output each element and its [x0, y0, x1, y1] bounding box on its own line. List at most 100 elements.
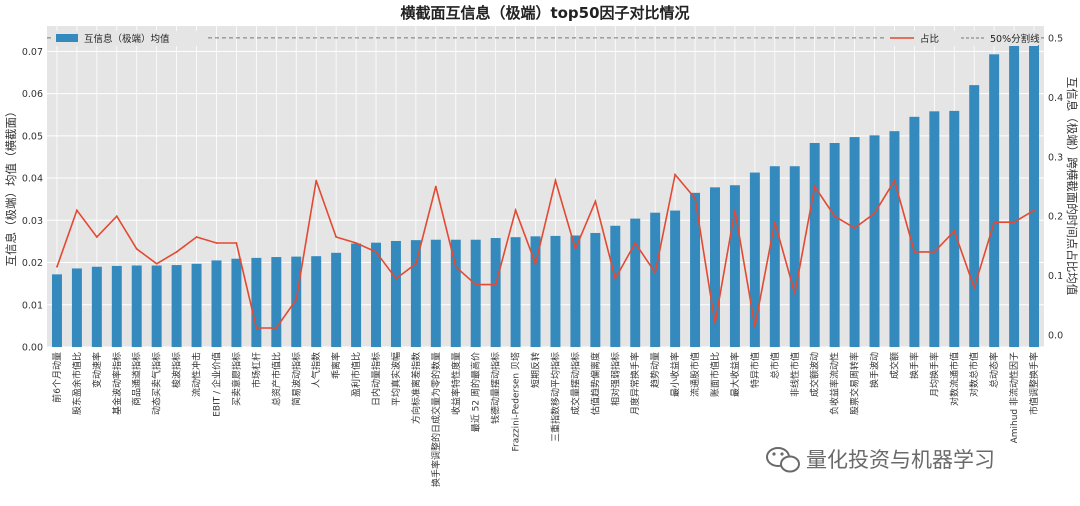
bar [550, 235, 561, 347]
bar [450, 239, 461, 347]
line-point [175, 250, 178, 253]
y-axis-label-left: 互信息（极端）均值（横截面） [4, 106, 18, 267]
line-point [494, 283, 497, 286]
bar [989, 54, 1000, 348]
bar [490, 238, 501, 347]
bar [849, 137, 860, 347]
line-point [56, 265, 58, 268]
bar [51, 274, 62, 347]
x-category-label: 盈利市值比 [350, 352, 362, 397]
bar [630, 218, 641, 347]
bar [191, 263, 202, 347]
bar [371, 242, 381, 347]
line-point [474, 283, 477, 286]
x-category-label: 趋势动量 [649, 352, 661, 388]
bar [769, 166, 780, 347]
line-point [634, 242, 637, 244]
x-category-label: Frazzini-Pedersen 贝塔 [510, 352, 522, 452]
bar [929, 111, 940, 347]
y-tick-left: 0.07 [22, 47, 43, 58]
x-category-label: 股东盈余市值比 [71, 352, 83, 415]
line-point [375, 250, 377, 253]
x-category-label: 市场杠杆 [250, 352, 262, 388]
line-point [355, 242, 357, 244]
y-tick-left: 0.04 [22, 174, 43, 185]
x-category-label: 月度异常换手率 [629, 352, 641, 415]
x-category-label: 短期反转 [530, 352, 542, 388]
x-category-label: 账面市值比 [709, 352, 721, 397]
line-point [853, 227, 856, 230]
x-category-label: 简易波动指标 [290, 352, 302, 406]
y-tick-right: 0.1 [1048, 271, 1063, 282]
x-category-label: 钱德动量摆动指标 [490, 352, 502, 424]
line-point [674, 173, 677, 176]
y-tick-right: 0.5 [1048, 33, 1063, 44]
y-tick-left: 0.05 [22, 131, 43, 142]
y-tick-right: 0.4 [1048, 93, 1063, 104]
line-point [414, 262, 417, 265]
bar [889, 131, 900, 347]
x-category-label: 估值趋势偏离度 [589, 352, 601, 415]
line-point [554, 179, 557, 182]
bar [829, 142, 840, 347]
chart-title: 横截面互信息（极端）top50因子对比情况 [400, 4, 689, 22]
bar [271, 257, 282, 347]
x-category-labels: 前6个月动量 股东盈余市值比 变动速率 基金波动率指标 商品通道指标 动态买卖气指标 梭波指… [51, 352, 1040, 487]
watermark: 量化投资与机器学习 [766, 447, 995, 473]
x-category-label: 股票交易周转率 [849, 352, 861, 415]
x-category-label: EBIT / 企业价值 [211, 352, 223, 417]
line-point [993, 221, 996, 224]
bar [171, 265, 182, 347]
bar [410, 240, 421, 347]
line-point [255, 327, 258, 329]
x-category-label: 方向标准离差指数 [410, 352, 422, 424]
x-category-label: 总资产市值比 [270, 352, 282, 406]
x-category-label: 买卖意愿指标 [230, 352, 242, 406]
line-point [514, 209, 517, 212]
x-category-label: 商品通道指标 [131, 352, 143, 406]
bar [71, 268, 82, 347]
bar [331, 252, 342, 347]
x-category-label: 最近 52 周的最高价 [470, 352, 482, 432]
bar [789, 166, 800, 347]
legend-hline-label: 50%分割线 [990, 33, 1040, 45]
x-category-label: 成交额 [889, 352, 901, 379]
line-point [873, 212, 876, 215]
watermark-text: 量化投资与机器学习 [806, 448, 995, 472]
bar [690, 192, 701, 347]
y-tick-left: 0.02 [22, 258, 43, 269]
line-point [614, 277, 617, 280]
y-tick-left: 0.01 [22, 300, 43, 311]
bar [610, 225, 621, 347]
x-category-label: 三重指数移动平均指标 [550, 352, 562, 442]
bar [470, 239, 481, 347]
x-category-label: 基金波动率指标 [111, 352, 123, 415]
x-category-label: 非线性市值 [789, 352, 801, 397]
bar [251, 257, 262, 347]
bar [1029, 45, 1040, 347]
legend-bar-label: 互信息（极端）均值 [84, 33, 170, 45]
line-point [335, 236, 338, 238]
wechat-icon [766, 447, 800, 473]
line-point [295, 298, 298, 301]
x-category-label: 相对强弱指标 [609, 352, 621, 406]
bar [749, 172, 760, 347]
line-point [454, 265, 457, 268]
bar [111, 265, 122, 347]
line-point [813, 185, 816, 188]
legend-line-label: 占比 [920, 33, 939, 45]
line-point [135, 248, 138, 250]
bar [949, 110, 960, 347]
x-category-label: 收益率特性度量 [450, 352, 462, 415]
bar [311, 256, 322, 347]
bar [231, 258, 242, 347]
line-point [275, 327, 278, 329]
bar [590, 232, 601, 347]
x-category-label: 日内动量指标 [370, 352, 382, 406]
x-category-label: 总市值 [769, 352, 781, 379]
x-category-label: 乖离率 [330, 352, 342, 379]
bar [91, 266, 102, 347]
line-point [753, 325, 756, 328]
bar [530, 236, 541, 347]
